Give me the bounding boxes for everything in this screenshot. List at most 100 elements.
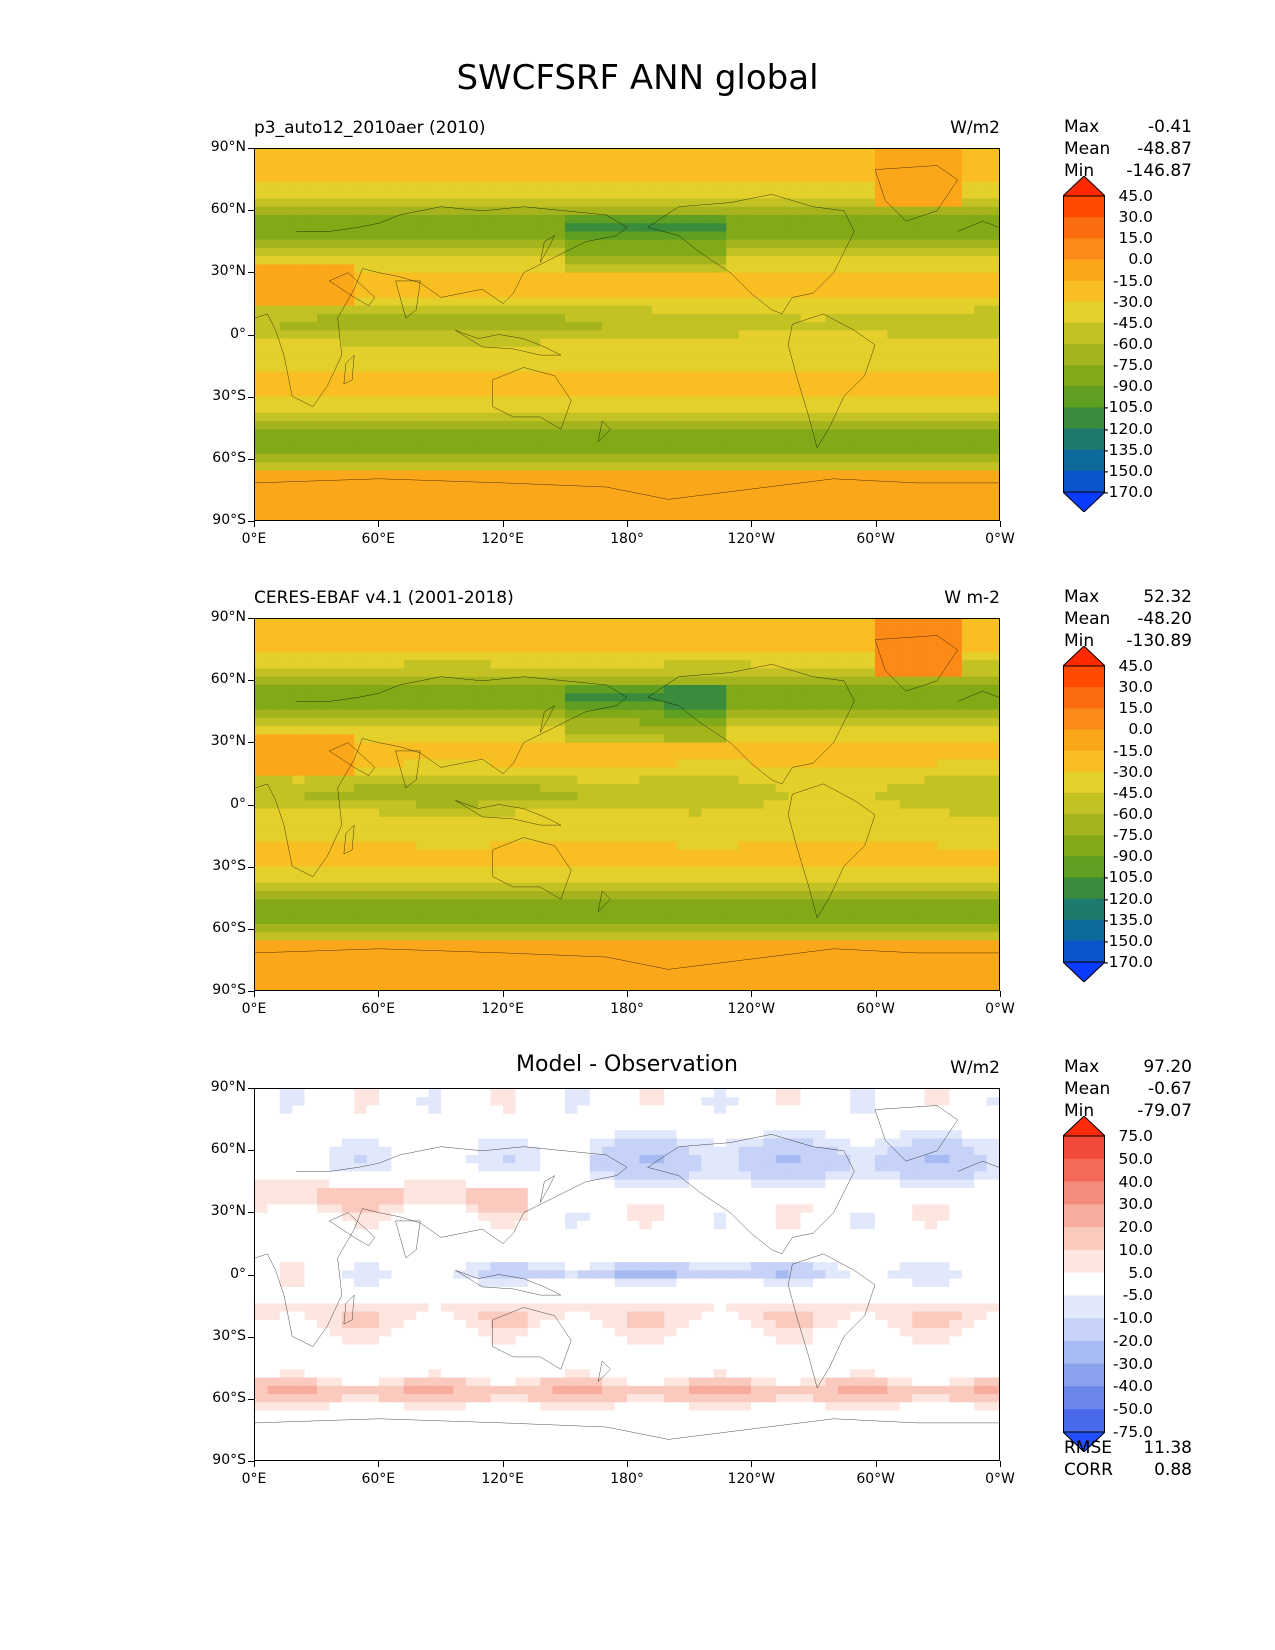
x-tick bbox=[254, 1461, 255, 1467]
stats-value: -146.87 bbox=[1126, 161, 1192, 181]
stats-row: RMSE 11.38 bbox=[1064, 1437, 1192, 1459]
y-tick-label: 60°N bbox=[210, 201, 246, 218]
colorbar-label: 30.0 bbox=[1118, 678, 1153, 697]
colorbar-label: 0.0 bbox=[1128, 720, 1153, 739]
x-tick-label: 0°W bbox=[985, 1001, 1015, 1017]
stats-row: Max 97.20 bbox=[1064, 1056, 1192, 1078]
colorbar-label: -15.0 bbox=[1112, 271, 1153, 290]
x-tick-label: 60°W bbox=[856, 1001, 895, 1017]
stats-row: CORR 0.88 bbox=[1064, 1459, 1192, 1481]
colorbar-label: -90.0 bbox=[1112, 377, 1153, 396]
y-tick bbox=[248, 521, 254, 522]
y-tick-label: 90°S bbox=[212, 512, 246, 528]
y-tick-label: 30°N bbox=[210, 263, 246, 280]
panel-difference: Model - Observation W/m2 90°N 60°N 30°N 0° 30°… bbox=[0, 0, 1275, 1487]
x-tick bbox=[254, 991, 255, 997]
x-tick bbox=[1000, 1461, 1001, 1467]
colorbar-label: 45.0 bbox=[1118, 657, 1153, 675]
stats-value: -130.89 bbox=[1126, 631, 1192, 651]
colorbar-label: -120.0 bbox=[1103, 889, 1153, 908]
stats-label: RMSE bbox=[1064, 1438, 1113, 1458]
panel-subtitle: CERES-EBAF v4.1 (2001-2018) bbox=[254, 588, 514, 608]
page-title: SWCFSRF ANN global bbox=[456, 58, 819, 98]
colorbar-label: -20.0 bbox=[1112, 1331, 1153, 1350]
map-field bbox=[255, 149, 999, 520]
y-tick bbox=[248, 680, 254, 682]
map-field bbox=[255, 1089, 999, 1460]
y-tick-label: 90°N bbox=[210, 1079, 246, 1095]
stats-row: Min -130.89 bbox=[1064, 630, 1192, 652]
x-tick-label: 0°E bbox=[241, 1001, 267, 1017]
x-tick bbox=[1000, 521, 1001, 527]
y-tick bbox=[248, 1212, 254, 1214]
colorbar-label: -105.0 bbox=[1103, 398, 1153, 417]
y-tick bbox=[248, 396, 254, 398]
stats-value: -0.67 bbox=[1148, 1079, 1192, 1099]
stats-label: CORR bbox=[1064, 1460, 1113, 1480]
x-tick bbox=[378, 521, 380, 527]
x-tick bbox=[875, 521, 877, 527]
colorbar-label: -45.0 bbox=[1112, 313, 1153, 332]
x-tick-label: 120°E bbox=[481, 1001, 524, 1017]
colorbar-label: -135.0 bbox=[1103, 910, 1153, 929]
x-tick bbox=[1000, 991, 1001, 997]
colorbar-label: -75.0 bbox=[1112, 356, 1153, 375]
stats-block: Max 52.32 Mean -48.20 Min -130.89 bbox=[1064, 586, 1192, 652]
colorbar-label: -45.0 bbox=[1112, 783, 1153, 802]
stats-label: Mean bbox=[1064, 609, 1111, 629]
colorbar-label: 10.0 bbox=[1118, 1240, 1153, 1259]
y-tick-label: 60°S bbox=[212, 1389, 246, 1406]
x-tick-label: 180° bbox=[610, 1471, 644, 1487]
y-tick-label: 30°N bbox=[210, 1203, 246, 1220]
x-tick-label: 120°W bbox=[727, 531, 776, 547]
colorbar-label: -30.0 bbox=[1112, 762, 1153, 781]
stats-label: Max bbox=[1064, 1057, 1100, 1077]
stats-label: Max bbox=[1064, 117, 1100, 137]
map-plot bbox=[254, 618, 1000, 991]
units-label: W/m2 bbox=[950, 118, 1000, 138]
stats-value: 52.32 bbox=[1143, 587, 1192, 607]
stats-label: Mean bbox=[1064, 139, 1111, 159]
stats-label: Min bbox=[1064, 161, 1095, 181]
colorbar-label: -170.0 bbox=[1103, 483, 1153, 501]
x-tick-label: 60°W bbox=[856, 531, 895, 547]
y-tick bbox=[248, 1274, 254, 1276]
x-tick-label: 60°E bbox=[361, 531, 396, 547]
stats-row: Mean -0.67 bbox=[1064, 1078, 1192, 1100]
x-tick bbox=[378, 1461, 380, 1467]
panel-observation: CERES-EBAF v4.1 (2001-2018) W m-2 90°N 60°N… bbox=[0, 0, 1275, 1017]
colorbar bbox=[1063, 1116, 1105, 1452]
colorbar-graphic bbox=[1063, 646, 1105, 982]
colorbar-label: 30.0 bbox=[1118, 1195, 1153, 1214]
colorbar-label: -105.0 bbox=[1103, 868, 1153, 887]
colorbar-label: 15.0 bbox=[1118, 229, 1153, 248]
stats-row: Max 52.32 bbox=[1064, 586, 1192, 608]
stats-label: Max bbox=[1064, 587, 1100, 607]
stats-label: Mean bbox=[1064, 1079, 1111, 1099]
colorbar-label: 30.0 bbox=[1118, 208, 1153, 227]
y-tick-label: 30°S bbox=[212, 1327, 246, 1344]
x-tick-label: 120°E bbox=[481, 1471, 524, 1487]
colorbar-label: -50.0 bbox=[1112, 1400, 1153, 1419]
colorbar-label: -10.0 bbox=[1112, 1309, 1153, 1328]
y-tick-label: 0° bbox=[230, 795, 246, 812]
y-tick bbox=[248, 866, 254, 868]
x-tick bbox=[502, 521, 504, 527]
x-tick-label: 0°E bbox=[241, 531, 267, 547]
y-tick bbox=[248, 928, 254, 930]
y-tick-label: 0° bbox=[230, 1265, 246, 1282]
colorbar-label: -150.0 bbox=[1103, 931, 1153, 950]
y-tick-label: 60°N bbox=[210, 1141, 246, 1158]
colorbar-label: -90.0 bbox=[1112, 847, 1153, 866]
y-tick-label: 90°N bbox=[210, 609, 246, 625]
stats-row: Mean -48.20 bbox=[1064, 608, 1192, 630]
stats-value: -0.41 bbox=[1148, 117, 1192, 137]
x-tick bbox=[502, 991, 504, 997]
y-tick bbox=[248, 991, 254, 992]
map-plot bbox=[254, 1088, 1000, 1461]
colorbar-label: 40.0 bbox=[1118, 1172, 1153, 1191]
x-tick bbox=[875, 991, 877, 997]
y-tick bbox=[248, 1150, 254, 1152]
panel-title: Model - Observation bbox=[516, 1052, 738, 1077]
colorbar-label: -60.0 bbox=[1112, 805, 1153, 823]
